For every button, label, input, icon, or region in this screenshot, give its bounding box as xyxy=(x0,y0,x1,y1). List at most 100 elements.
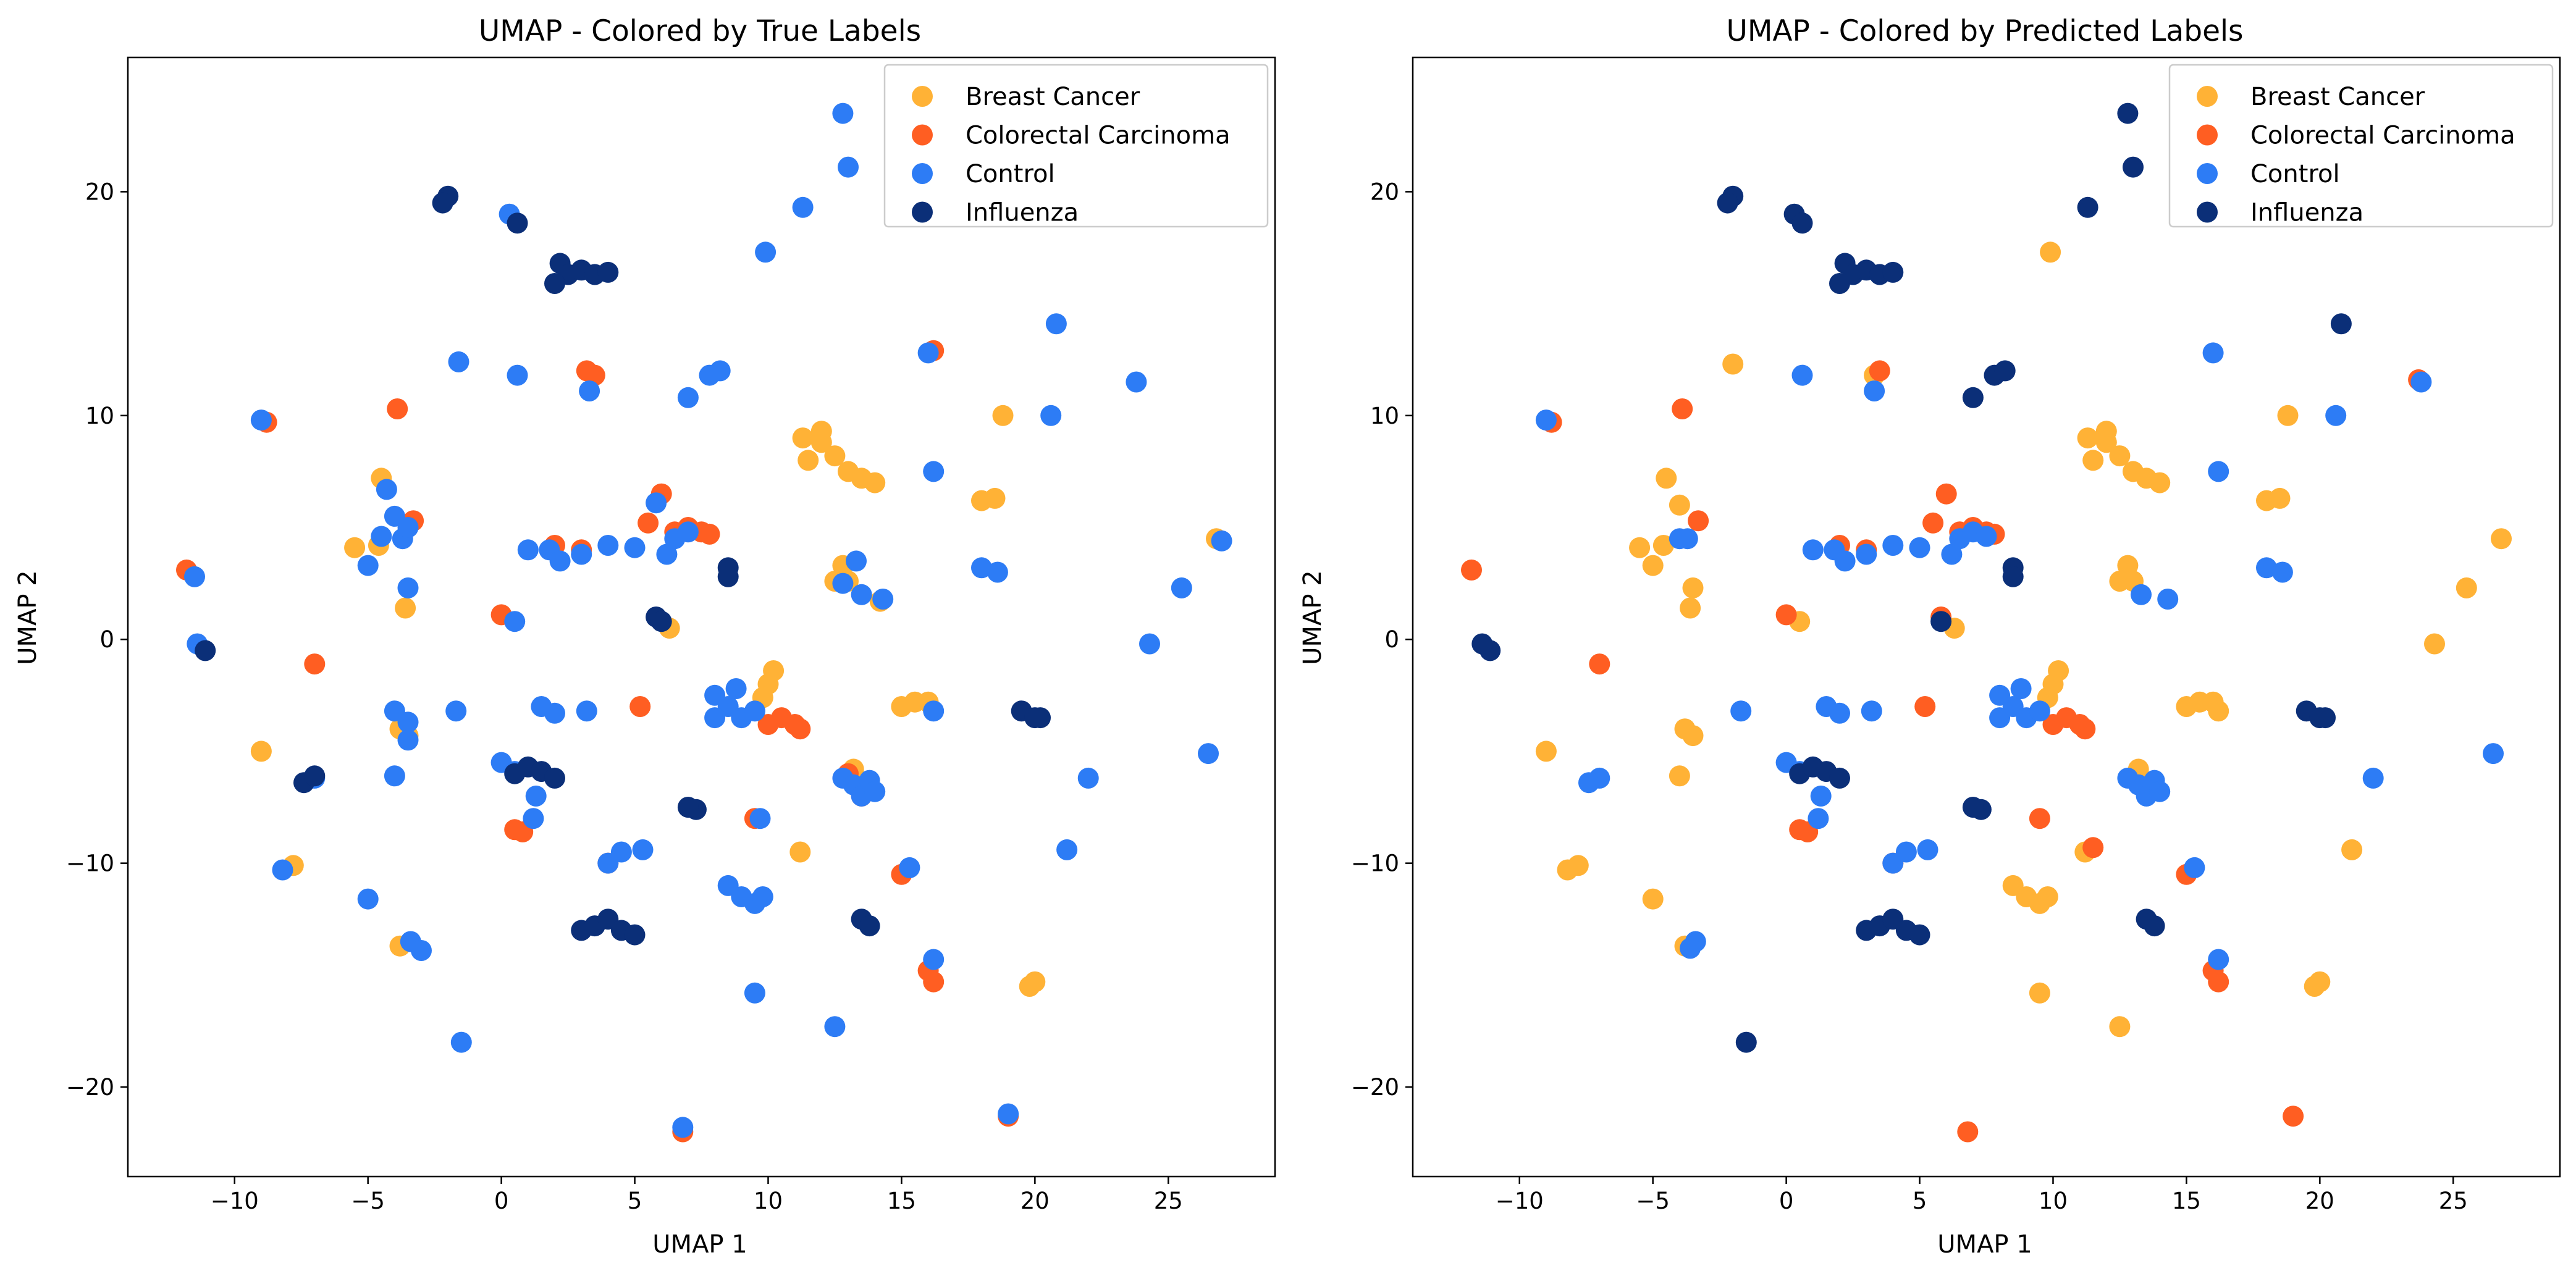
point-control xyxy=(2483,743,2504,765)
point-influenza xyxy=(1962,797,1984,818)
point-influenza xyxy=(304,765,326,787)
point-control xyxy=(1861,700,1882,722)
legend: Breast Cancer Colorectal Carcinoma Control… xyxy=(2168,64,2554,228)
point-control xyxy=(2325,405,2347,426)
point-control xyxy=(525,785,547,807)
legend-label: Influenza xyxy=(966,199,1079,227)
legend-label: Control xyxy=(966,160,1055,188)
x-tick-label: 5 xyxy=(628,1188,642,1214)
point-control xyxy=(744,700,765,722)
point-influenza xyxy=(2117,103,2139,124)
point-control xyxy=(450,1031,472,1053)
point-control xyxy=(1882,535,1904,556)
axes-frame xyxy=(127,56,1276,1178)
point-colorectal-carcinoma xyxy=(1672,398,1693,419)
point-control xyxy=(2010,678,2032,699)
point-control xyxy=(1810,785,1832,807)
point-control xyxy=(1139,633,1160,655)
point-control xyxy=(1578,772,1599,794)
point-control xyxy=(376,479,397,500)
legend-label: Breast Cancer xyxy=(2250,83,2425,111)
point-breast-cancer xyxy=(789,841,811,863)
point-breast-cancer xyxy=(792,427,814,449)
point-control xyxy=(846,550,867,572)
point-control xyxy=(2131,584,2152,605)
point-control xyxy=(1680,938,1701,959)
point-control xyxy=(2184,857,2205,878)
point-breast-cancer xyxy=(992,405,1014,426)
true-labels-panel: UMAP - Colored by True Labels UMAP 1 UMA… xyxy=(14,14,1276,1259)
point-breast-cancer xyxy=(2048,660,2069,681)
point-breast-cancer xyxy=(2456,577,2477,598)
point-control xyxy=(824,1016,846,1038)
x-tick-label: 5 xyxy=(1913,1188,1927,1214)
point-colorectal-carcinoma xyxy=(387,398,408,419)
point-breast-cancer xyxy=(864,472,886,493)
point-control xyxy=(677,387,699,408)
point-breast-cancer xyxy=(1680,597,1701,619)
point-influenza xyxy=(432,192,453,214)
point-colorectal-carcinoma xyxy=(1775,604,1797,626)
y-tick-label: 0 xyxy=(99,626,114,653)
x-tick-label: 15 xyxy=(2172,1188,2201,1214)
point-breast-cancer xyxy=(824,445,846,467)
point-colorectal-carcinoma xyxy=(629,696,651,717)
point-breast-cancer xyxy=(2082,450,2104,471)
point-colorectal-carcinoma xyxy=(699,523,720,545)
point-control xyxy=(646,492,667,514)
point-breast-cancer xyxy=(2341,839,2363,860)
point-control xyxy=(610,841,632,863)
point-control xyxy=(672,1117,694,1138)
point-breast-cancer xyxy=(1652,535,1674,556)
point-influenza xyxy=(1994,360,2016,382)
point-breast-cancer xyxy=(344,537,366,558)
point-control xyxy=(1198,743,1219,765)
point-control xyxy=(2208,461,2229,482)
point-breast-cancer xyxy=(984,487,1006,509)
point-control xyxy=(1976,526,1997,547)
point-control xyxy=(2029,700,2050,722)
y-tick-label: 20 xyxy=(85,178,114,205)
point-influenza xyxy=(677,797,699,818)
point-control xyxy=(744,982,765,1004)
point-control xyxy=(544,702,565,724)
point-control xyxy=(899,857,920,878)
point-control xyxy=(752,886,773,907)
point-control xyxy=(576,700,597,722)
point-control xyxy=(632,839,654,860)
point-influenza xyxy=(1471,633,1493,655)
legend-marker xyxy=(2197,201,2218,223)
point-control xyxy=(504,611,526,632)
point-control xyxy=(184,566,205,587)
point-control xyxy=(1864,380,1885,401)
point-control xyxy=(1077,767,1099,789)
point-control xyxy=(851,584,872,605)
point-control xyxy=(1040,405,1062,426)
x-axis-label: UMAP 1 xyxy=(652,1230,747,1259)
legend-marker xyxy=(2197,86,2218,107)
point-control xyxy=(2149,781,2171,802)
point-colorectal-carcinoma xyxy=(1461,559,1482,581)
legend-marker xyxy=(2197,163,2218,184)
point-control xyxy=(549,550,571,572)
point-control xyxy=(1829,702,1850,724)
point-control xyxy=(523,808,544,829)
chart-title: UMAP - Colored by Predicted Labels xyxy=(1726,14,2243,48)
point-control xyxy=(2208,949,2229,970)
point-colorectal-carcinoma xyxy=(2082,837,2104,858)
point-control xyxy=(1989,707,2011,729)
point-influenza xyxy=(1735,1031,1757,1053)
point-control xyxy=(397,729,419,751)
point-control xyxy=(1808,808,1829,829)
y-tick-label: 10 xyxy=(1370,403,1399,429)
scatter-points xyxy=(1461,103,2512,1143)
point-control xyxy=(357,555,379,576)
point-control xyxy=(998,1103,1019,1125)
point-control xyxy=(725,678,747,699)
point-influenza xyxy=(2002,566,2024,587)
point-control xyxy=(1171,577,1192,598)
point-influenza xyxy=(1717,192,1738,214)
point-breast-cancer xyxy=(395,597,416,619)
x-tick-label: −10 xyxy=(1496,1188,1544,1214)
y-tick-label: −20 xyxy=(1351,1074,1399,1101)
